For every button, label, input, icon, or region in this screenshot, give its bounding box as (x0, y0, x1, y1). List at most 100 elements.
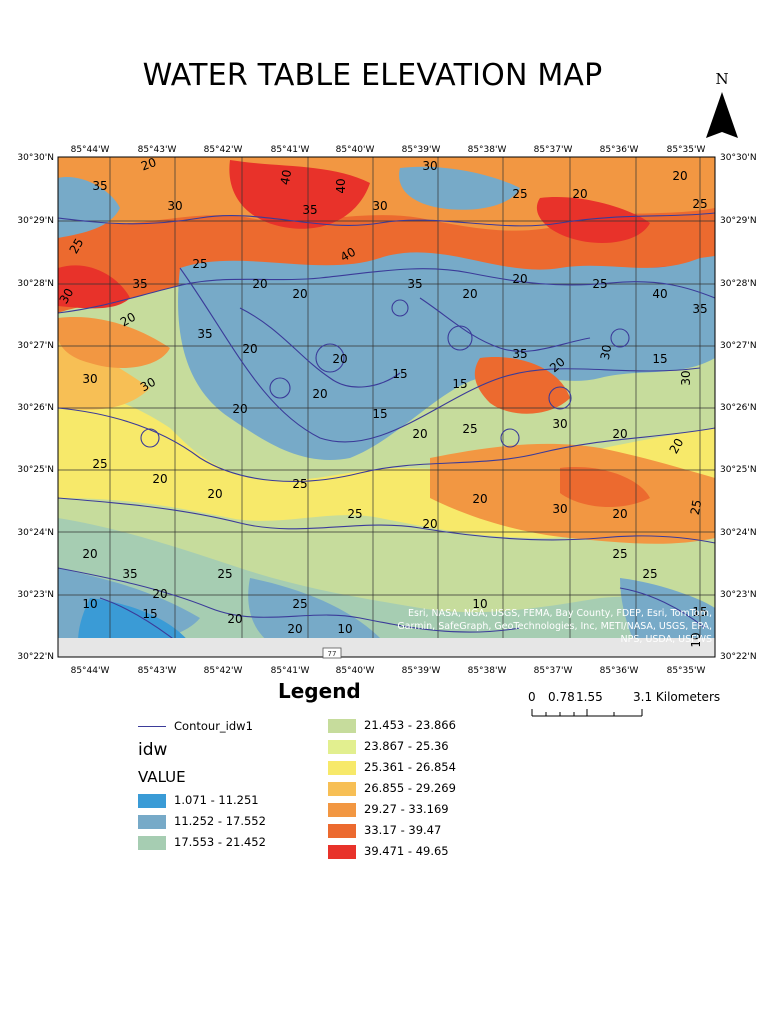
contour-label: 35 (197, 327, 212, 341)
legend-classes-left: 1.071 - 11.251 11.252 - 17.552 17.553 - 21… (138, 792, 318, 852)
legend-class-label: 1.071 - 11.251 (174, 793, 259, 807)
legend-class-row: 11.252 - 17.552 (138, 813, 318, 831)
contour-label: 35 (132, 277, 147, 291)
contour-label: 35 (407, 277, 422, 291)
lon-label-top: 85°38'W (468, 145, 507, 155)
legend-layer-name: idw (138, 740, 168, 760)
lat-label-left: 30°27'N (17, 341, 54, 351)
idw-raster: 35 20 30 40 40 35 30 30 25 20 20 25 25 35 25 20 20 40 35 20… (58, 155, 715, 657)
north-arrow-icon (706, 92, 738, 138)
latitude-labels-right: 30°30'N 30°29'N 30°28'N 30°27'N 30°26'N 30°25… (720, 153, 757, 662)
idw-map[interactable]: 35 20 30 40 40 35 30 30 25 20 20 25 25 35 25 20 20 40 35 20… (0, 138, 768, 678)
legend-class-row: 26.855 - 29.269 (328, 780, 528, 798)
lon-label-bottom: 85°44'W (71, 666, 110, 676)
scale-bar: 0 0.78 1.55 3.1 Kilometers (526, 690, 726, 722)
contour-label: 15 (652, 352, 667, 366)
contour-label: 30 (138, 375, 158, 395)
lat-label-left: 30°28'N (17, 279, 54, 289)
legend-contour-label: Contour_idw1 (174, 719, 253, 733)
contour-label: 40 (338, 245, 358, 265)
legend-swatch (328, 719, 356, 733)
scale-label-2: 1.55 (576, 690, 603, 704)
contour-label: 35 (692, 302, 707, 316)
legend-class-row: 29.27 - 33.169 (328, 801, 528, 819)
legend-class-label: 17.553 - 21.452 (174, 835, 266, 849)
contour-label: 25 (292, 477, 307, 491)
legend-swatch (138, 815, 166, 829)
legend-swatch (328, 740, 356, 754)
legend-class-label: 29.27 - 33.169 (364, 802, 449, 816)
contour-label: 15 (372, 407, 387, 421)
lon-label-bottom: 85°42'W (204, 666, 243, 676)
lat-label-left: 30°25'N (17, 465, 54, 475)
contour-label: 25 (512, 187, 527, 201)
legend-left-column: Contour_idw1 idw VALUE 1.071 - 11.251 11.… (138, 718, 318, 855)
contour-label: 25 (692, 197, 707, 211)
contour-label: 20 (612, 427, 627, 441)
contour-label: 20 (82, 547, 97, 561)
lon-label-top: 85°35'W (667, 145, 706, 155)
contour-label: 20 (207, 487, 222, 501)
contour-label: 25 (642, 567, 657, 581)
legend-swatch (328, 824, 356, 838)
contour-label: 30 (167, 199, 182, 213)
contour-label: 25 (612, 547, 627, 561)
contour-label: 25 (592, 277, 607, 291)
contour-label: 30 (552, 417, 567, 431)
contour-label: 20 (667, 436, 687, 456)
contour-label: 20 (332, 352, 347, 366)
contour-label: 20 (152, 587, 167, 601)
lat-label-right: 30°30'N (720, 153, 757, 163)
contour-label: 20 (472, 492, 487, 506)
lon-label-top: 85°43'W (138, 145, 177, 155)
scale-label-3: 3.1 Kilometers (633, 690, 721, 704)
lat-label-right: 30°28'N (720, 279, 757, 289)
contour-label: 20 (242, 342, 257, 356)
lat-label-right: 30°29'N (720, 216, 757, 226)
contour-label: 20 (252, 277, 267, 291)
lat-label-left: 30°30'N (17, 153, 54, 163)
road-shield-label: 77 (328, 650, 337, 658)
contour-label: 35 (92, 179, 107, 193)
contour-label: 15 (452, 377, 467, 391)
contour-label: 20 (118, 310, 138, 330)
contour-label: 20 (139, 155, 158, 173)
lon-label-bottom: 85°39'W (402, 666, 441, 676)
lat-label-right: 30°22'N (720, 652, 757, 662)
legend-class-row: 23.867 - 25.36 (328, 738, 528, 756)
contour-label: 20 (312, 387, 327, 401)
contour-label: 40 (334, 178, 348, 193)
contour-label: 20 (412, 427, 427, 441)
legend-contour-row: Contour_idw1 (138, 718, 318, 736)
contour-label: 20 (672, 169, 687, 183)
contour-label: 30 (82, 372, 97, 386)
lon-label-bottom: 85°35'W (667, 666, 706, 676)
legend-field-name: VALUE (138, 768, 186, 786)
contour-label: 35 (302, 203, 317, 217)
contour-label: 15 (142, 607, 157, 621)
contour-label: 30 (679, 370, 693, 385)
lon-label-top: 85°40'W (336, 145, 375, 155)
contour-label: 25 (192, 257, 207, 271)
contour-label-group: 35 20 30 40 40 35 30 30 25 20 20 25 25 35 25 20 20 40 35 20… (58, 155, 708, 648)
attribution-line: Esri, NASA, NGA, USGS, FEMA, Bay County,… (408, 608, 712, 619)
legend-class-label: 26.855 - 29.269 (364, 781, 456, 795)
legend-right-column: 21.453 - 23.866 23.867 - 25.36 25.361 - 26… (328, 717, 528, 864)
contour-label: 30 (422, 159, 437, 173)
legend-class-row: 39.471 - 49.65 (328, 843, 528, 861)
legend-class-label: 23.867 - 25.36 (364, 739, 449, 753)
contour-label: 20 (152, 472, 167, 486)
legend-swatch (328, 782, 356, 796)
legend-class-row: 1.071 - 11.251 (138, 792, 318, 810)
legend-title: Legend (278, 679, 361, 703)
legend-class-row: 21.453 - 23.866 (328, 717, 528, 735)
contour-label: 20 (422, 517, 437, 531)
legend-swatch (328, 803, 356, 817)
map-frame[interactable]: 35 20 30 40 40 35 30 30 25 20 20 25 25 35 25 20 20 40 35 20… (0, 138, 768, 678)
lon-label-bottom: 85°37'W (534, 666, 573, 676)
lon-label-bottom: 85°41'W (271, 666, 310, 676)
contour-line-symbol (138, 726, 166, 727)
contour-label: 30 (372, 199, 387, 213)
lon-label-bottom: 85°38'W (468, 666, 507, 676)
lon-label-top: 85°44'W (71, 145, 110, 155)
